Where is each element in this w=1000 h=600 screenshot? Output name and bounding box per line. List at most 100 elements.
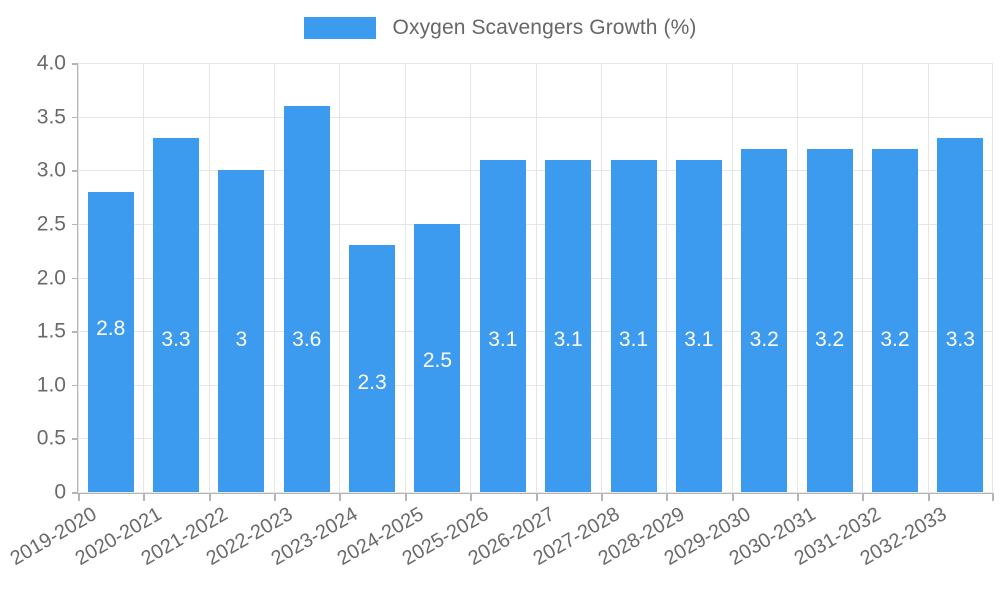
gridline-vertical xyxy=(666,63,667,492)
x-tick-label: 2029-2030 xyxy=(660,503,755,571)
y-tick-mark xyxy=(72,223,78,226)
x-tick-label: 2027-2028 xyxy=(529,503,624,571)
bar[interactable]: 3.1 xyxy=(479,159,526,492)
gridline-vertical xyxy=(601,63,602,492)
x-tick-mark xyxy=(78,493,80,501)
gridline-vertical xyxy=(928,63,929,492)
x-tick-label: 2026-2027 xyxy=(464,503,558,571)
x-tick-label: 2021-2022 xyxy=(137,503,232,571)
y-tick-mark xyxy=(72,63,78,65)
bar[interactable]: 3.2 xyxy=(871,148,918,492)
x-tick-mark xyxy=(470,493,472,501)
x-tick-mark xyxy=(732,493,734,501)
x-tick-mark xyxy=(274,493,276,501)
bar[interactable]: 3.1 xyxy=(610,159,657,492)
x-tick-mark xyxy=(666,493,668,501)
bar[interactable]: 2.8 xyxy=(87,191,134,492)
x-tick-label: 2019-2020 xyxy=(6,503,101,571)
gridline-vertical xyxy=(339,63,340,492)
bar[interactable]: 3.3 xyxy=(153,138,200,492)
y-tick-label: 1.0 xyxy=(36,373,66,397)
gridline-horizontal xyxy=(78,223,993,225)
y-tick-label: 0.5 xyxy=(36,426,66,450)
bar[interactable]: 3.2 xyxy=(741,148,788,492)
legend-swatch-icon xyxy=(303,16,376,39)
bar[interactable]: 3.3 xyxy=(937,138,984,492)
x-tick-label-text: 2027-2028 xyxy=(529,503,624,571)
y-tick-mark xyxy=(72,438,78,440)
y-tick-mark xyxy=(72,331,78,333)
bar-value-label: 3.3 xyxy=(161,327,191,351)
y-tick-label: 3.5 xyxy=(36,105,66,129)
bar-value-label: 3.1 xyxy=(684,327,714,351)
y-tick-mark xyxy=(72,492,78,494)
x-tick-mark xyxy=(209,493,211,501)
bar[interactable]: 3.1 xyxy=(675,159,722,492)
x-tick-label-text: 2030-2031 xyxy=(725,503,820,571)
gridline-vertical xyxy=(797,63,798,492)
x-tick-label: 2030-2031 xyxy=(725,503,820,571)
gridline-horizontal xyxy=(78,384,993,386)
y-tick-mark xyxy=(72,277,78,279)
x-tick-label: 2022-2023 xyxy=(202,503,297,571)
bar[interactable]: 3 xyxy=(218,170,265,492)
x-tick-label-text: 2029-2030 xyxy=(660,503,755,571)
bar-value-label: 3.1 xyxy=(618,327,649,351)
bar[interactable]: 2.3 xyxy=(349,245,396,492)
bar-value-label: 3.3 xyxy=(945,327,975,351)
gridline-horizontal xyxy=(78,277,993,279)
gridline-horizontal xyxy=(78,331,993,333)
gridline-vertical xyxy=(992,63,993,492)
x-tick-label: 2032-2033 xyxy=(856,503,950,570)
bar-value-label: 2.8 xyxy=(96,316,126,340)
gridline-vertical xyxy=(78,63,79,492)
x-tick-label-text: 2022-2023 xyxy=(202,503,297,571)
x-tick-label-text: 2021-2022 xyxy=(137,503,232,571)
bar[interactable]: 3.1 xyxy=(545,159,592,492)
gridline-horizontal xyxy=(78,492,993,493)
legend-item-oxygen-scavengers-growth[interactable]: Oxygen Scavengers Growth (%) xyxy=(303,15,697,40)
x-tick-mark xyxy=(405,493,407,501)
gridline-vertical xyxy=(274,63,275,492)
chart-legend: Oxygen Scavengers Growth (%) xyxy=(0,0,1000,55)
x-tick-mark xyxy=(339,493,341,501)
plot-area: 2.8 3.3 3 3.6 2.3 2.5 3.1 3.1 3.1 3.1 3.2 3.2 3.2 3.3 xyxy=(78,63,993,493)
bar-value-label: 2.5 xyxy=(422,349,453,373)
gridline-horizontal xyxy=(78,63,993,64)
x-tick-label-text: 2031-2032 xyxy=(790,503,885,571)
x-tick-mark xyxy=(862,493,864,501)
legend-label: Oxygen Scavengers Growth (%) xyxy=(392,15,697,39)
x-tick-mark xyxy=(143,493,145,501)
bar-value-label: 3.1 xyxy=(553,327,583,351)
bar-value-label: 3 xyxy=(235,327,248,351)
y-tick-label: 2.5 xyxy=(36,212,66,236)
y-tick-mark xyxy=(72,384,78,387)
bar-value-label: 3.2 xyxy=(880,327,910,351)
x-tick-label-text: 2019-2020 xyxy=(6,503,101,571)
x-tick-label-text: 2024-2025 xyxy=(333,503,428,571)
x-tick-mark xyxy=(992,493,994,501)
x-tick-label: 2024-2025 xyxy=(333,503,428,571)
x-tick-label-text: 2026-2027 xyxy=(464,503,558,571)
gridline-vertical xyxy=(862,63,863,492)
gridline-vertical xyxy=(405,63,406,492)
bar[interactable]: 3.2 xyxy=(806,148,853,492)
x-tick-label: 2020-2021 xyxy=(72,503,166,571)
bar[interactable]: 2.5 xyxy=(414,223,461,492)
gridline-vertical xyxy=(143,63,144,492)
x-tick-label: 2023-2024 xyxy=(268,503,362,571)
bar[interactable]: 3.6 xyxy=(283,105,330,492)
gridline-vertical xyxy=(732,63,733,492)
x-tick-mark xyxy=(797,493,799,501)
x-tick-label-text: 2025-2026 xyxy=(398,503,493,571)
y-tick-mark xyxy=(72,116,78,119)
x-tick-label-text: 2023-2024 xyxy=(268,503,362,571)
x-tick-label-text: 2020-2021 xyxy=(72,503,166,571)
y-tick-label: 4.0 xyxy=(36,51,66,75)
x-tick-label: 2031-2032 xyxy=(790,503,885,571)
bar-value-label: 3.1 xyxy=(488,327,518,351)
y-tick-label: 1.5 xyxy=(36,319,66,343)
gridline-vertical xyxy=(536,63,537,492)
y-tick-label: 3.0 xyxy=(36,158,66,182)
